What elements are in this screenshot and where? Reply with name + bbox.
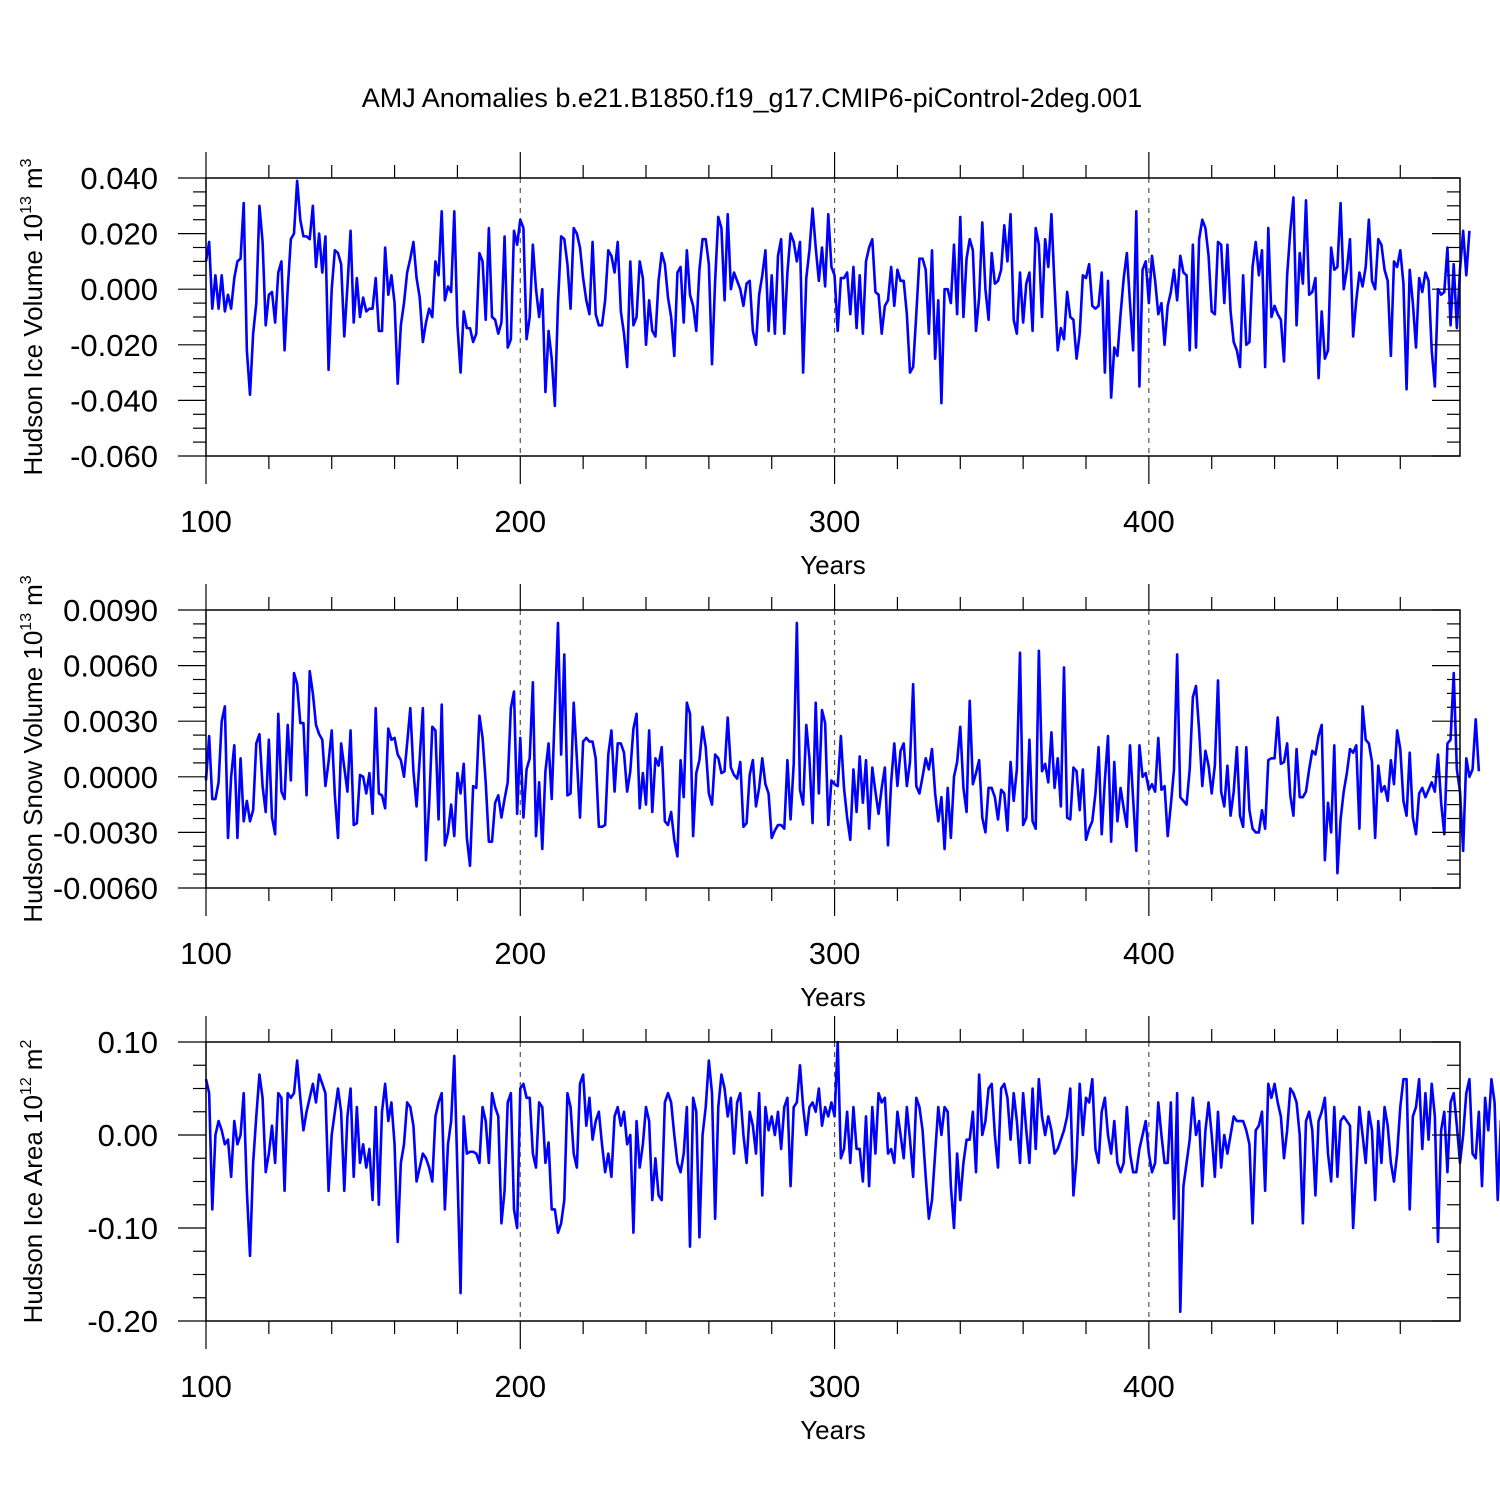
y-axis-label-exponent: 13 [18,196,35,214]
axis-ticks [178,1016,1460,1349]
y-tick-label: 0.020 [80,217,158,252]
x-axis-label: Years [800,1415,866,1445]
x-gridlines [519,178,1150,456]
x-tick-label: 200 [494,504,546,539]
x-tick-labels: 100 200 300 400 [180,936,1175,971]
x-tick-label: 300 [809,504,861,539]
y-axis-label-main: Hudson Snow Volume 10 [18,631,48,923]
plot-frame [205,609,1461,889]
y-tick-label: -0.20 [87,1304,158,1339]
x-tick-label: 300 [809,936,861,971]
y-tick-label: 0.040 [80,161,158,196]
y-tick-label: 0.0060 [63,649,158,684]
x-tick-label: 400 [1123,1369,1175,1404]
y-tick-label: 0.0030 [63,704,158,739]
y-axis-label-unit: m [18,584,48,606]
y-tick-label: -0.020 [70,328,158,363]
y-tick-labels: -0.20 -0.10 0.00 0.10 [87,1025,158,1339]
y-tick-labels: -0.060 -0.040 -0.020 0.000 0.020 0.040 [70,161,158,474]
x-gridlines [519,610,1150,888]
y-tick-label: -0.10 [87,1211,158,1246]
y-axis-label: Hudson Ice Area 1012 m2 [18,1040,48,1324]
y-tick-label: 0.0000 [63,760,158,795]
x-gridlines [519,1042,1150,1321]
y-axis-label: Hudson Snow Volume 1013 m3 [18,575,48,922]
y-tick-label: 0.00 [98,1118,158,1153]
panel-ice-volume: -0.060 -0.040 -0.020 0.000 0.020 0.040 100 200… [18,152,1471,580]
x-tick-label: 400 [1123,936,1175,971]
panel-ice-area: -0.20 -0.10 0.00 0.10 100 200 300 400 Years Hu… [18,1016,1500,1445]
y-tick-label: 0.000 [80,272,158,307]
y-axis-label-main: Hudson Ice Volume 10 [18,214,48,476]
y-tick-label: -0.060 [70,439,158,474]
y-tick-label: 0.10 [98,1025,158,1060]
y-tick-label: -0.040 [70,383,158,418]
y-axis-label-unit-power: 2 [18,1040,35,1049]
figure-title: AMJ Anomalies b.e21.B1850.f19_g17.CMIP6-… [362,83,1142,113]
ice-volume-series-line [204,179,1471,408]
y-axis-label-unit: m [18,167,48,189]
ice-area-series-line [204,1040,1500,1313]
x-tick-label: 200 [494,936,546,971]
x-tick-label: 200 [494,1369,546,1404]
axis-ticks [178,584,1460,916]
snow-volume-series-line [204,621,1481,875]
panel-snow-volume: -0.0060 -0.0030 0.0000 0.0030 0.0060 0.0090 1… [18,575,1481,1012]
x-tick-label: 100 [180,1369,232,1404]
y-tick-labels: -0.0060 -0.0030 0.0000 0.0030 0.0060 0.0090 [53,593,158,906]
y-axis-label-unit-power: 3 [18,575,35,584]
x-tick-label: 100 [180,504,232,539]
y-axis-label: Hudson Ice Volume 1013 m3 [18,158,48,475]
y-tick-label: -0.0030 [53,815,158,850]
x-tick-label: 100 [180,936,232,971]
plot-frame [205,1041,1461,1322]
y-tick-label: -0.0060 [53,871,158,906]
y-axis-label-exponent: 13 [18,613,35,631]
y-tick-label: 0.0090 [63,593,158,628]
y-axis-label-exponent: 12 [18,1077,35,1095]
axis-ticks [178,152,1460,484]
x-tick-labels: 100 200 300 400 [180,504,1175,539]
x-tick-label: 400 [1123,504,1175,539]
y-axis-label-main: Hudson Ice Area 10 [18,1095,48,1323]
x-axis-label: Years [800,982,866,1012]
x-tick-labels: 100 200 300 400 [180,1369,1175,1404]
y-axis-label-unit: m [18,1049,48,1071]
x-tick-label: 300 [809,1369,861,1404]
x-axis-label: Years [800,550,866,580]
y-axis-label-unit-power: 3 [18,158,35,167]
